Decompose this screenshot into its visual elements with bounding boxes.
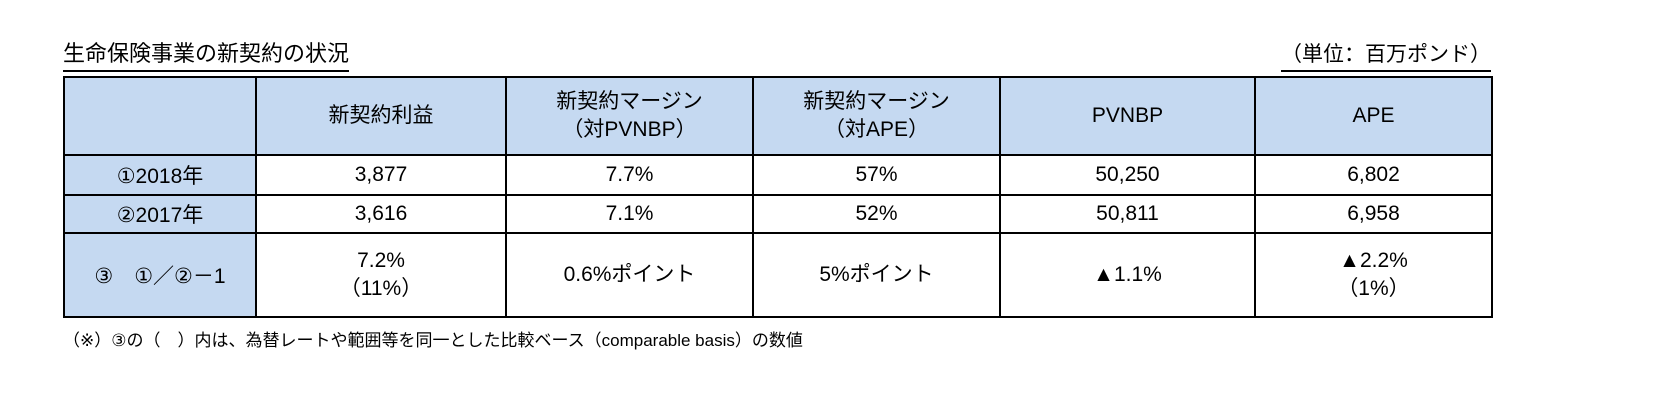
table-cell: ▲1.1% — [999, 232, 1256, 318]
unit-label: （単位：百万ポンド） — [1281, 38, 1491, 72]
table-cell: 0.6%ポイント — [505, 232, 754, 318]
table-cell: ▲2.2% （1%） — [1254, 232, 1493, 318]
table-cell: 7.2% （11%） — [255, 232, 507, 318]
header-label: 新契約マージン — [556, 89, 703, 113]
header-cell-pvnbp: PVNBP — [999, 76, 1256, 156]
page-title: 生命保険事業の新契約の状況 — [63, 36, 350, 72]
table-cell: 7.1% — [505, 194, 754, 234]
header-label: 新契約利益 — [328, 103, 434, 127]
header-label: PVNBP — [1091, 103, 1164, 127]
footnote: （※）③の（ ）内は、為替レートや範囲等を同一とした比較ベース（comparab… — [63, 331, 803, 350]
table-cell: 3,616 — [255, 194, 507, 234]
header-cell-ape: APE — [1254, 76, 1493, 156]
table-cell: 5%ポイント — [752, 232, 1001, 318]
header-sublabel: （対APE） — [823, 118, 930, 141]
table-cell: 50,250 — [999, 154, 1256, 196]
table-cell: 50,811 — [999, 194, 1256, 234]
table-cell: 57% — [752, 154, 1001, 196]
table-cell: 3,877 — [255, 154, 507, 196]
row-label: ③ ①／②－1 — [63, 232, 257, 318]
header-sublabel: （対PVNBP） — [562, 118, 697, 141]
topbar: 生命保険事業の新契約の状況 （単位：百万ポンド） — [63, 36, 1491, 72]
header-label: APE — [1352, 103, 1395, 127]
row-label: ②2017年 — [63, 194, 257, 234]
header-cell-profit: 新契約利益 — [255, 76, 507, 156]
header-label: 新契約マージン — [803, 89, 950, 113]
table-cell: 52% — [752, 194, 1001, 234]
table-cell: 6,802 — [1254, 154, 1493, 196]
header-cell-empty — [63, 76, 257, 156]
table-row-2018: ①2018年 3,877 7.7% 57% 50,250 6,802 — [63, 154, 1493, 196]
header-cell-margin-ape: 新契約マージン （対APE） — [752, 76, 1001, 156]
row-label: ①2018年 — [63, 154, 257, 196]
header-row: 新契約利益 新契約マージン （対PVNBP） 新契約マージン （対APE） PV… — [63, 76, 1493, 156]
table-cell: 6,958 — [1254, 194, 1493, 234]
header-cell-margin-pvnbp: 新契約マージン （対PVNBP） — [505, 76, 754, 156]
table-row-2017: ②2017年 3,616 7.1% 52% 50,811 6,958 — [63, 194, 1493, 234]
table-cell: 7.7% — [505, 154, 754, 196]
table-row-change: ③ ①／②－1 7.2% （11%） 0.6%ポイント 5%ポイント ▲1.1%… — [63, 232, 1493, 318]
new-business-table: 新契約利益 新契約マージン （対PVNBP） 新契約マージン （対APE） PV… — [63, 76, 1493, 318]
